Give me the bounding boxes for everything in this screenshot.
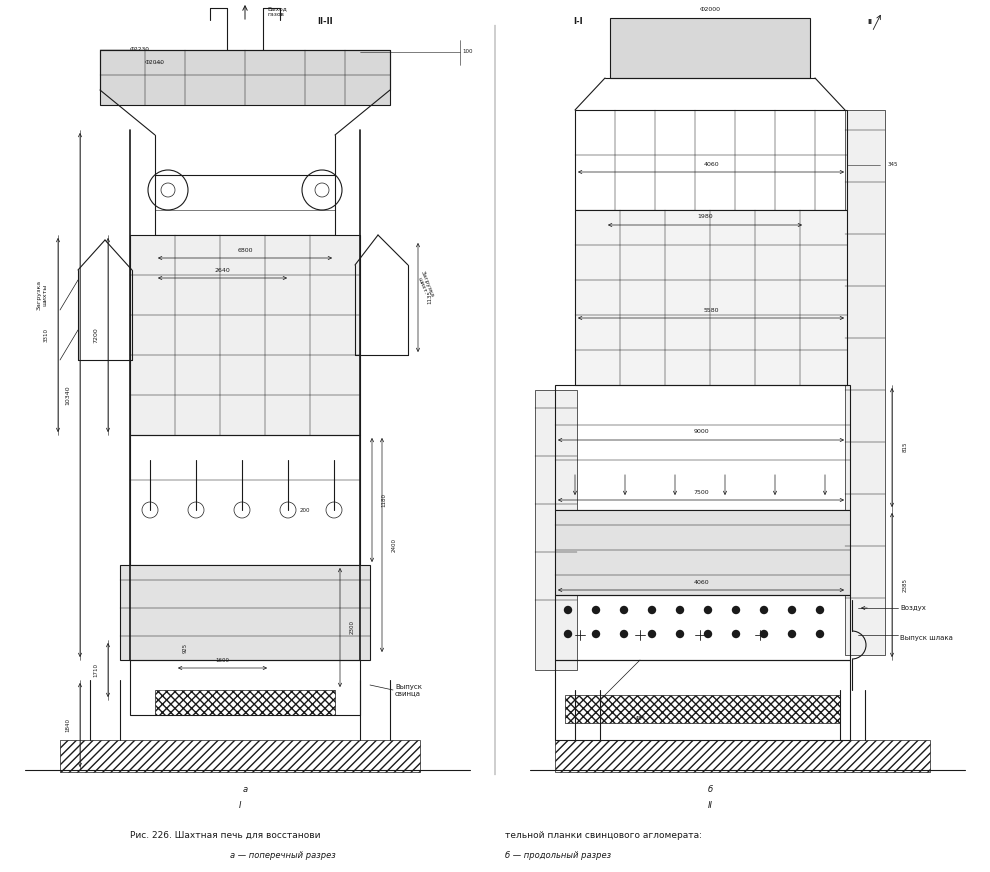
Circle shape [648, 630, 655, 637]
Text: 345: 345 [888, 162, 899, 167]
Bar [555, 595, 850, 660]
Circle shape [564, 630, 571, 637]
Text: 10340: 10340 [65, 385, 70, 405]
Bar [155, 175, 335, 235]
Text: 1180: 1180 [381, 493, 386, 507]
Circle shape [621, 607, 628, 614]
Text: б: б [708, 786, 713, 794]
Text: 1600: 1600 [215, 657, 229, 663]
Text: 7500: 7500 [693, 489, 709, 494]
Circle shape [564, 607, 571, 614]
Circle shape [760, 630, 767, 637]
Text: II: II [867, 19, 872, 25]
Circle shape [648, 607, 655, 614]
Circle shape [733, 630, 740, 637]
Bar [575, 210, 847, 385]
Text: Выход
газов: Выход газов [267, 7, 287, 17]
Text: 1710: 1710 [93, 663, 98, 677]
Text: 1840: 1840 [65, 718, 70, 732]
Circle shape [592, 607, 600, 614]
Bar [555, 510, 850, 595]
Text: 7200: 7200 [93, 327, 98, 343]
Text: Ф2040: Ф2040 [145, 60, 165, 65]
Text: тельной планки свинцового агломерата:: тельной планки свинцового агломерата: [505, 830, 702, 840]
Text: Воздух: Воздух [900, 605, 926, 611]
Circle shape [817, 630, 824, 637]
Bar [120, 565, 370, 660]
Text: а: а [243, 786, 248, 794]
Circle shape [676, 630, 683, 637]
Text: 6800: 6800 [238, 248, 252, 253]
Circle shape [592, 630, 600, 637]
Text: Загрузка
шихт.: Загрузка шихт. [415, 270, 436, 300]
Bar [130, 660, 360, 715]
Text: 2300: 2300 [349, 620, 354, 634]
Text: Ф2230: Ф2230 [130, 47, 150, 52]
Text: Выпуск шлака: Выпуск шлака [900, 635, 952, 641]
Text: Выпуск
свинца: Выпуск свинца [395, 684, 422, 697]
Bar [555, 385, 850, 510]
Text: I: I [239, 800, 242, 809]
Text: 2640: 2640 [214, 268, 230, 272]
Text: а — поперечный разрез: а — поперечный разрез [230, 850, 336, 860]
Circle shape [817, 607, 824, 614]
Text: 4060: 4060 [693, 580, 709, 584]
Circle shape [676, 607, 683, 614]
Text: II-II: II-II [317, 17, 333, 26]
Text: 1135: 1135 [428, 290, 433, 304]
Bar [555, 660, 850, 740]
Text: Рис. 226. Шахтная печь для восстанови: Рис. 226. Шахтная печь для восстанови [130, 830, 321, 840]
Circle shape [788, 630, 796, 637]
Text: 5580: 5580 [703, 308, 719, 312]
Bar [130, 235, 360, 435]
Text: 45°: 45° [635, 716, 645, 720]
Text: Загрузка
шихты: Загрузка шихты [37, 280, 48, 310]
Text: I-I: I-I [573, 17, 583, 26]
Bar [155, 690, 335, 715]
Circle shape [705, 607, 712, 614]
Circle shape [705, 630, 712, 637]
Circle shape [788, 607, 796, 614]
Circle shape [760, 607, 767, 614]
Text: 9000: 9000 [693, 430, 709, 434]
Bar [535, 390, 577, 670]
Bar [555, 740, 930, 772]
Bar [565, 695, 840, 723]
Text: 2400: 2400 [391, 538, 397, 552]
Text: 3310: 3310 [44, 328, 49, 342]
Text: 2385: 2385 [903, 578, 908, 592]
Text: б — продольный разрез: б — продольный разрез [505, 850, 611, 860]
Bar [60, 740, 420, 772]
Bar [130, 435, 360, 565]
Text: 200: 200 [300, 508, 310, 513]
Text: 815: 815 [903, 442, 908, 453]
Text: 4060: 4060 [703, 161, 719, 167]
Bar [575, 110, 847, 210]
Text: 925: 925 [182, 643, 187, 653]
Bar [845, 110, 885, 655]
Text: 100: 100 [462, 50, 472, 54]
Bar [610, 18, 810, 78]
Bar [100, 50, 390, 105]
Text: Ф2000: Ф2000 [700, 8, 721, 12]
Text: 1980: 1980 [697, 215, 713, 220]
Circle shape [733, 607, 740, 614]
Circle shape [621, 630, 628, 637]
Text: II: II [708, 800, 713, 809]
